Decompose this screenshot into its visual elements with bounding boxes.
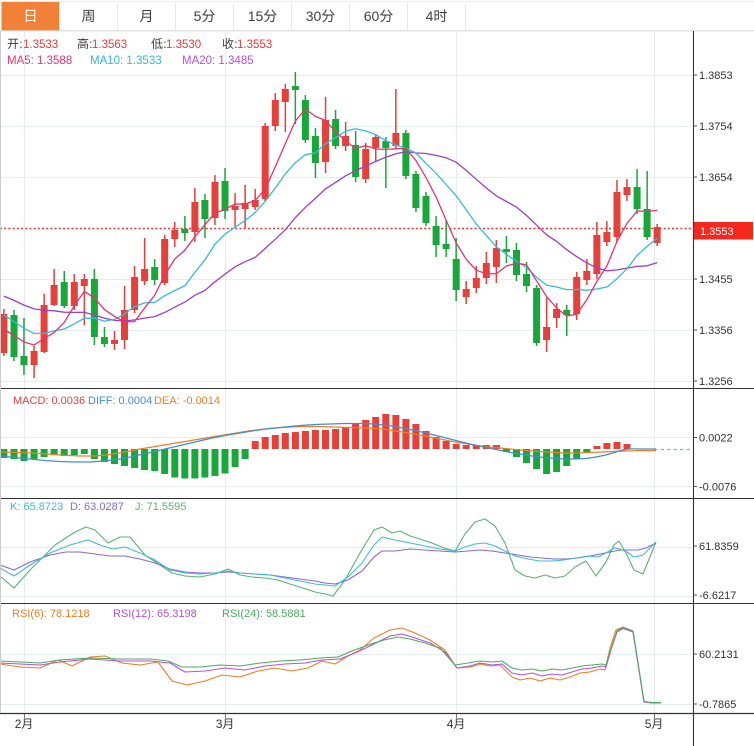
svg-text:6: 6: [364, 8, 372, 24]
svg-text:K: 65.8723: K: 65.8723: [10, 501, 63, 513]
svg-text:-0.0076: -0.0076: [699, 482, 736, 494]
svg-text:1.3853: 1.3853: [699, 70, 733, 82]
svg-text::: :: [19, 37, 22, 51]
svg-text:3: 3: [306, 8, 314, 24]
svg-text:-0.7865: -0.7865: [699, 699, 736, 711]
svg-text:61.8359: 61.8359: [699, 541, 739, 553]
svg-text:0.0022: 0.0022: [699, 433, 733, 445]
svg-text:MACD: 0.0036: MACD: 0.0036: [13, 395, 85, 407]
svg-text:RSI(24): 58.5881: RSI(24): 58.5881: [222, 608, 306, 620]
svg-text:MA5: 1.3588: MA5: 1.3588: [7, 55, 72, 67]
svg-text:0: 0: [314, 8, 322, 24]
svg-text:1.3563: 1.3563: [92, 39, 127, 51]
svg-text:5: 5: [645, 717, 652, 731]
svg-text:1.3553: 1.3553: [237, 39, 272, 51]
svg-text:1.3455: 1.3455: [699, 274, 733, 286]
svg-text:4: 4: [447, 717, 454, 731]
svg-text::: :: [163, 37, 166, 51]
svg-text:RSI(12): 65.3198: RSI(12): 65.3198: [113, 608, 197, 620]
svg-text:1.3256: 1.3256: [699, 376, 733, 388]
svg-text:D: 63.0287: D: 63.0287: [70, 501, 124, 513]
svg-text:1.3754: 1.3754: [699, 121, 733, 133]
svg-text::: :: [89, 37, 92, 51]
svg-text:DEA: -0.0014: DEA: -0.0014: [154, 395, 220, 407]
svg-text:5: 5: [256, 8, 264, 24]
svg-text:1.3356: 1.3356: [699, 325, 733, 337]
svg-text:0: 0: [372, 8, 380, 24]
svg-text:RSI(6): 78.1218: RSI(6): 78.1218: [12, 608, 90, 620]
svg-text:1.3533: 1.3533: [23, 39, 58, 51]
svg-text:5: 5: [194, 8, 202, 24]
svg-text:1: 1: [248, 8, 256, 24]
svg-text:MA10: 1.3533: MA10: 1.3533: [90, 55, 162, 67]
svg-text:3: 3: [216, 717, 223, 731]
svg-text::: :: [234, 37, 237, 51]
svg-text:DIFF: 0.0004: DIFF: 0.0004: [88, 395, 152, 407]
svg-text:1.3553: 1.3553: [700, 226, 734, 238]
svg-text:4: 4: [426, 8, 434, 24]
svg-text:1.3654: 1.3654: [699, 172, 733, 184]
svg-text:-6.6217: -6.6217: [699, 590, 736, 602]
svg-text:2: 2: [15, 717, 22, 731]
svg-text:J: 71.5595: J: 71.5595: [135, 501, 186, 513]
svg-text:1.3530: 1.3530: [166, 39, 201, 51]
svg-text:MA20: 1.3485: MA20: 1.3485: [182, 55, 254, 67]
svg-text:60.2131: 60.2131: [699, 649, 739, 661]
